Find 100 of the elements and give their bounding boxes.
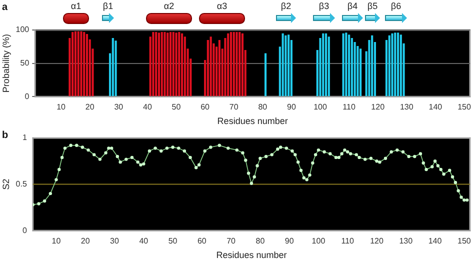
- bar: [342, 33, 344, 96]
- bar: [288, 34, 290, 96]
- bar: [230, 32, 232, 96]
- bar: [74, 31, 76, 96]
- x-axis-title: Residues number: [216, 250, 287, 260]
- text: β5: [367, 0, 378, 11]
- x-tick-label: 110: [342, 102, 356, 112]
- bar: [391, 33, 394, 96]
- bar: [210, 36, 212, 96]
- x-tick-label: 130: [399, 236, 414, 246]
- bar: [112, 38, 114, 96]
- bar: [166, 32, 169, 96]
- y-tick-label: 0.5: [16, 180, 28, 189]
- bar: [388, 35, 390, 96]
- bar: [155, 32, 158, 96]
- y-tick-label: 0: [22, 226, 28, 235]
- bar: [77, 31, 80, 96]
- bar: [356, 46, 359, 96]
- bar: [72, 32, 74, 96]
- x-tick-label: 40: [139, 236, 149, 246]
- x-tick-label: 90: [284, 236, 294, 246]
- bar: [322, 33, 324, 96]
- bar: [172, 32, 174, 96]
- bar: [236, 32, 238, 96]
- text: α3: [216, 0, 228, 11]
- y-axis-title: S2: [0, 178, 11, 190]
- bar: [264, 53, 267, 96]
- x-tick-label: 100: [312, 236, 326, 246]
- x-tick-label: 120: [370, 236, 384, 246]
- x-tick-label: 90: [287, 102, 296, 112]
- bar: [360, 48, 362, 96]
- x-tick-label: 40: [143, 102, 152, 112]
- x-tick-label: 130: [400, 102, 414, 112]
- x-tick-label: 20: [85, 102, 95, 112]
- bar: [160, 32, 163, 96]
- x-tick-label: 50: [168, 236, 178, 246]
- bar: [169, 32, 172, 96]
- bar: [224, 38, 226, 96]
- x-tick-label: 80: [256, 236, 266, 246]
- y-tick-label: 0: [24, 92, 30, 101]
- x-tick-label: 30: [114, 102, 124, 112]
- chart-title: a: [2, 2, 8, 13]
- bar: [238, 32, 241, 96]
- bar: [282, 33, 284, 96]
- bar: [184, 36, 186, 96]
- bar: [164, 32, 166, 96]
- bar: [114, 40, 117, 96]
- x-tick-label: 30: [110, 236, 120, 246]
- text: α2: [164, 0, 174, 11]
- x-tick-label: 100: [314, 102, 328, 112]
- bar: [178, 32, 180, 96]
- text: β2: [280, 0, 292, 11]
- x-tick-label: 120: [371, 102, 386, 112]
- x-axis-title: Residues number: [217, 116, 288, 126]
- text: β6: [390, 0, 402, 11]
- bar: [227, 33, 230, 96]
- x-tick-label: 60: [200, 102, 210, 112]
- bar: [394, 32, 396, 96]
- x-tick-label: 80: [258, 102, 268, 112]
- bar: [350, 38, 353, 96]
- x-tick-label: 10: [56, 102, 66, 112]
- bar: [400, 34, 402, 96]
- x-tick-label: 150: [458, 102, 472, 112]
- bar: [206, 40, 209, 96]
- x-tick-label: 20: [80, 236, 90, 246]
- x-tick-label: 140: [428, 102, 443, 112]
- bar: [152, 32, 154, 96]
- bar: [324, 33, 328, 96]
- x-tick-label: 50: [172, 102, 182, 112]
- bar: [218, 40, 220, 96]
- bar: [371, 35, 374, 96]
- text: β4: [347, 0, 358, 11]
- bar: [385, 40, 388, 96]
- text: α1: [70, 0, 82, 11]
- bar: [319, 38, 322, 96]
- text: β1: [102, 0, 114, 11]
- bar: [158, 32, 160, 96]
- bar: [284, 35, 287, 96]
- x-tick-label: 10: [52, 236, 62, 246]
- bar: [345, 32, 348, 96]
- bar: [396, 32, 400, 96]
- bar: [354, 42, 356, 96]
- x-tick-label: 150: [457, 236, 472, 246]
- bar: [232, 32, 235, 96]
- chart-title: b: [2, 130, 8, 141]
- bar: [83, 32, 86, 96]
- y-tick-label: 50: [20, 58, 30, 68]
- bar: [86, 34, 88, 96]
- bar: [328, 36, 330, 96]
- x-tick-label: 70: [226, 236, 236, 246]
- text: β3: [318, 0, 330, 11]
- bar: [180, 33, 184, 96]
- bar: [80, 31, 82, 96]
- y-axis-title: Probability (%): [0, 34, 11, 93]
- x-tick-label: 70: [229, 102, 239, 112]
- bar: [348, 34, 350, 96]
- bar: [368, 40, 370, 96]
- y-tick-label: 1: [22, 133, 28, 142]
- y-tick-label: 100: [16, 25, 30, 34]
- x-tick-label: 60: [197, 236, 207, 246]
